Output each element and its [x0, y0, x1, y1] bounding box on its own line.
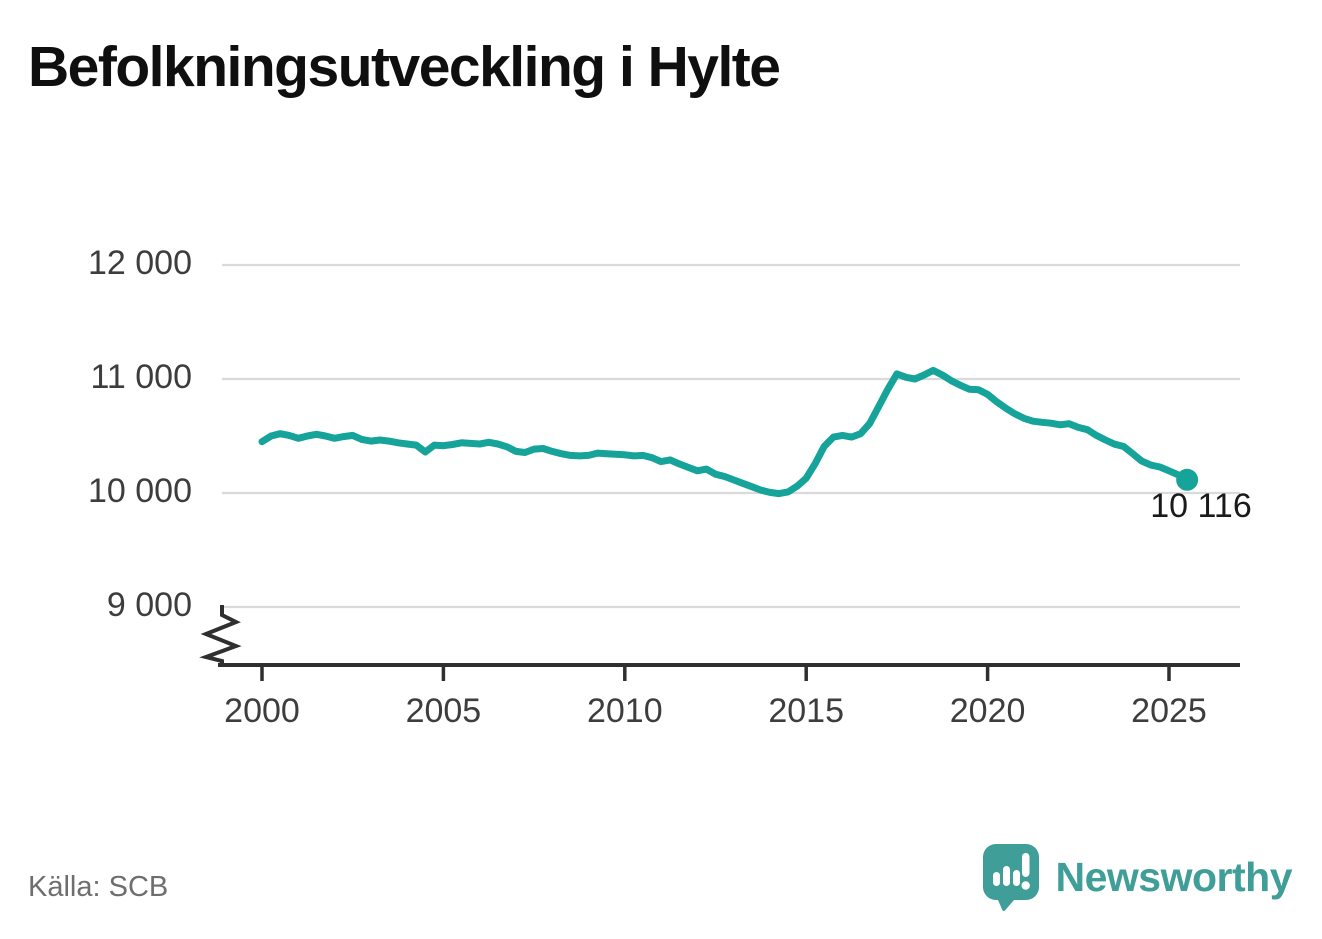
y-axis-tick-label: 9 000	[106, 586, 192, 624]
y-axis-tick-label: 11 000	[90, 358, 192, 396]
endpoint-marker	[1176, 468, 1199, 491]
y-axis-tick-label: 12 000	[88, 244, 192, 282]
newsworthy-wordmark: Newsworthy	[1055, 853, 1293, 900]
x-axis-tick-label: 2000	[224, 692, 300, 730]
axis-break-icon	[199, 605, 242, 667]
x-axis-tick-label: 2005	[405, 692, 482, 730]
chart-title: Befolkningsutveckling i Hylte	[28, 35, 781, 99]
newsworthy-logo: Newsworthy	[982, 843, 1293, 911]
population-line	[258, 366, 1191, 498]
x-axis-tick-label: 2025	[1131, 692, 1207, 730]
x-axis-tick-label: 2010	[586, 692, 663, 730]
x-axis-tick-label: 2020	[949, 692, 1026, 730]
endpoint-value-label: 10 116	[1150, 487, 1252, 525]
newsworthy-logo-icon	[982, 844, 1039, 911]
y-axis-tick-label: 10 000	[88, 472, 192, 510]
source-note: Källa: SCB	[28, 871, 169, 903]
x-axis-tick-label: 2015	[768, 692, 844, 730]
